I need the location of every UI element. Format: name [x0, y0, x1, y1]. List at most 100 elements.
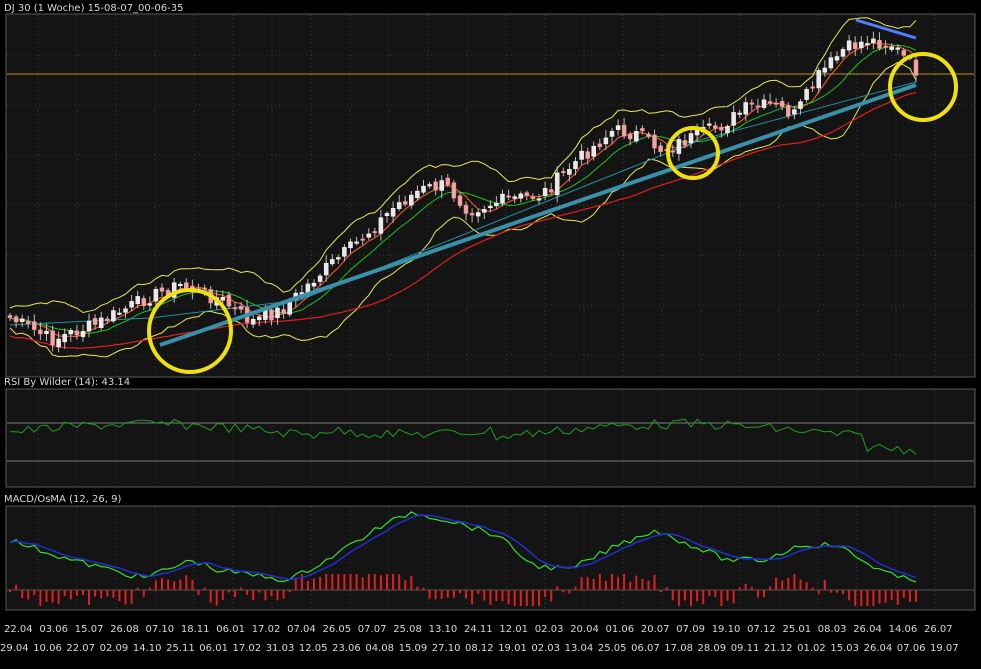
candle: [840, 46, 846, 60]
candle: [707, 117, 712, 130]
candle: [646, 131, 651, 139]
bollinger-lower-line: [9, 61, 917, 358]
candle: [670, 144, 676, 157]
candle: [676, 135, 682, 161]
x-tick-label-top: 26.07: [924, 624, 953, 635]
x-tick-label-bottom: 08.12: [465, 643, 494, 654]
x-tick-label-top: 20.07: [641, 624, 670, 635]
candle: [32, 314, 37, 336]
candle: [621, 117, 627, 139]
x-tick-label-top: 07.10: [146, 624, 175, 635]
x-tick-label-top: 25.01: [783, 624, 812, 635]
candle: [427, 181, 432, 189]
x-tick-label-bottom: 02.09: [100, 643, 129, 654]
x-tick-label-bottom: 27.10: [432, 643, 461, 654]
candle: [859, 36, 864, 54]
candle: [542, 181, 548, 201]
x-tick-label-bottom: 19.01: [498, 643, 527, 654]
candle: [615, 119, 621, 136]
candle: [38, 322, 43, 340]
bollinger-upper-line: [9, 17, 917, 314]
candle: [7, 313, 13, 321]
candle: [445, 173, 451, 188]
x-tick-label-bottom: 15.09: [399, 643, 428, 654]
candle: [609, 127, 615, 145]
candle: [415, 185, 420, 201]
candle: [524, 190, 530, 201]
candle: [779, 97, 785, 111]
candle: [749, 99, 755, 112]
candle: [652, 129, 657, 154]
candle: [767, 93, 773, 106]
x-tick-label-bottom: 23.06: [332, 643, 361, 654]
x-tick-label-bottom: 28.09: [698, 643, 727, 654]
x-tick-label-bottom: 17.08: [664, 643, 693, 654]
x-tick-label-top: 26.05: [323, 624, 352, 635]
x-tick-label-top: 06.01: [216, 624, 245, 635]
rsi-series: [9, 418, 917, 455]
x-tick-label-top: 24.11: [464, 624, 493, 635]
candle: [238, 302, 244, 314]
x-tick-label-top: 08.03: [818, 624, 847, 635]
candle: [402, 195, 408, 207]
candle: [713, 121, 718, 133]
candle: [378, 209, 384, 241]
x-tick-label-bottom: 29.04: [0, 643, 29, 654]
candle: [257, 314, 262, 326]
x-tick-label-top: 17.02: [252, 624, 281, 635]
candle: [828, 51, 834, 71]
candle: [512, 194, 517, 204]
candle: [913, 53, 919, 83]
x-tick-label-top: 22.04: [4, 624, 33, 635]
annotations: [147, 18, 958, 374]
candle: [342, 244, 347, 262]
candle: [627, 131, 633, 146]
candle: [865, 36, 870, 50]
x-tick-label-top: 03.06: [39, 624, 68, 635]
candle: [536, 194, 542, 205]
resistance-trendline: [855, 18, 917, 40]
candle: [810, 81, 815, 92]
x-tick-label-top: 15.07: [75, 624, 104, 635]
candle: [366, 228, 372, 240]
x-tick-label-top: 13.10: [429, 624, 458, 635]
candle: [469, 208, 475, 223]
x-tick-label-top: 20.04: [570, 624, 599, 635]
candle: [804, 86, 809, 103]
candle: [86, 313, 92, 338]
rsi-panel-title: RSI By Wilder (14): 43.14: [4, 377, 130, 388]
candle: [451, 179, 457, 202]
rsi-grid: [37, 390, 975, 486]
candle: [725, 124, 730, 137]
long-ma-line: [9, 81, 917, 326]
x-tick-label-bottom: 13.04: [565, 643, 594, 654]
candle: [688, 129, 694, 149]
candle: [232, 301, 238, 316]
x-tick-label-bottom: 19.07: [930, 643, 959, 654]
candle: [281, 304, 286, 319]
candle: [579, 144, 584, 165]
x-tick-label-top: 07.07: [358, 624, 387, 635]
candle: [889, 43, 894, 52]
x-tick-label-top: 26.08: [110, 624, 139, 635]
x-tick-label-bottom: 06.01: [199, 643, 228, 654]
x-tick-label-bottom: 14.10: [133, 643, 162, 654]
x-tick-label-bottom: 21.12: [764, 643, 793, 654]
candle: [336, 254, 341, 264]
candle: [159, 283, 165, 297]
x-tick-label-bottom: 25.11: [166, 643, 195, 654]
x-tick-label-top: 12.01: [499, 624, 528, 635]
candle: [798, 99, 803, 115]
x-tick-label-bottom: 22.07: [66, 643, 95, 654]
candle: [13, 314, 19, 328]
macd-panel: MACD/OsMA (12, 26, 9): [4, 494, 976, 611]
candle: [567, 163, 572, 182]
candle: [773, 98, 779, 108]
candle: [396, 195, 402, 211]
candle: [360, 233, 365, 245]
candle: [846, 34, 852, 54]
candle: [92, 314, 98, 330]
candle: [275, 303, 280, 325]
candle: [463, 201, 469, 221]
x-tick-label-bottom: 07.06: [897, 643, 926, 654]
